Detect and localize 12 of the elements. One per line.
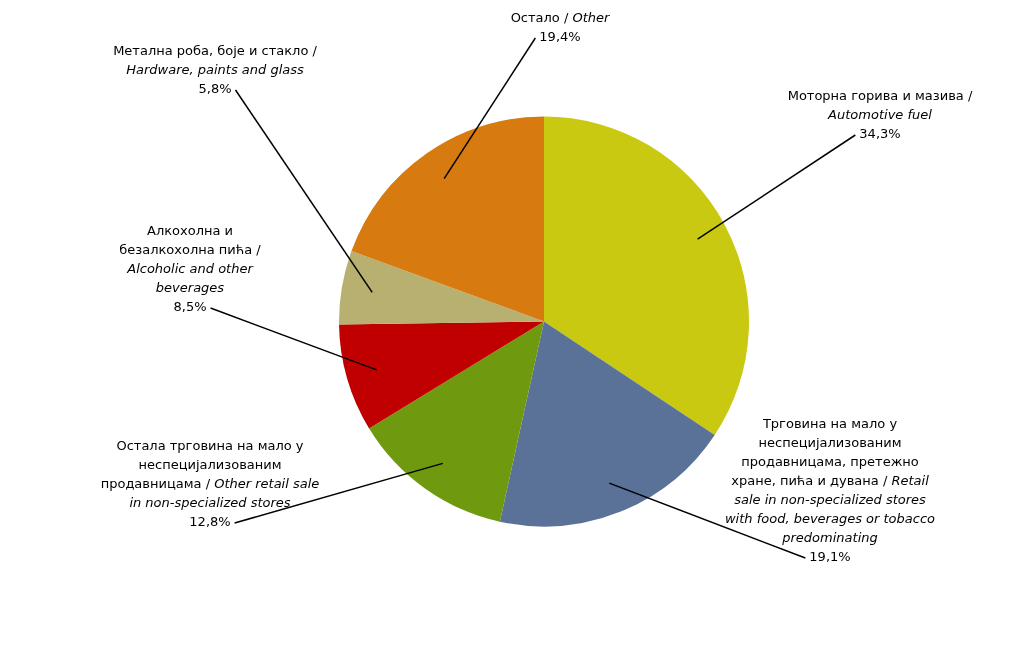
category-label: Остала трговина на мало у неспецијализованим продавницама / Other retail sale in non-specialized stores xyxy=(100,437,320,510)
data-label: 19,1% xyxy=(809,548,851,564)
category-label: Алкохолна и безалкохолна пића / Alcoholic and other beverages xyxy=(119,222,261,295)
slice-label: Остало / Other xyxy=(510,9,612,25)
data-label: 12,8% xyxy=(189,513,231,529)
data-label: 5,8% xyxy=(198,80,232,96)
category-label: Трговина на мало у неспецијализованим продавницама, претежно хране, пића и дувана / Retail sale in non-specialized stores with food, beverages or tobacco predominating xyxy=(724,415,936,545)
category-label: Моторна горива и мазива / Automotive fuel xyxy=(787,87,973,122)
category-label: Метална роба, боје и стакло / Hardware, paints and glass xyxy=(113,42,317,77)
data-label: 34,3% xyxy=(859,125,901,141)
data-label: 19,4% xyxy=(539,28,581,44)
data-label: 8,5% xyxy=(173,298,207,314)
